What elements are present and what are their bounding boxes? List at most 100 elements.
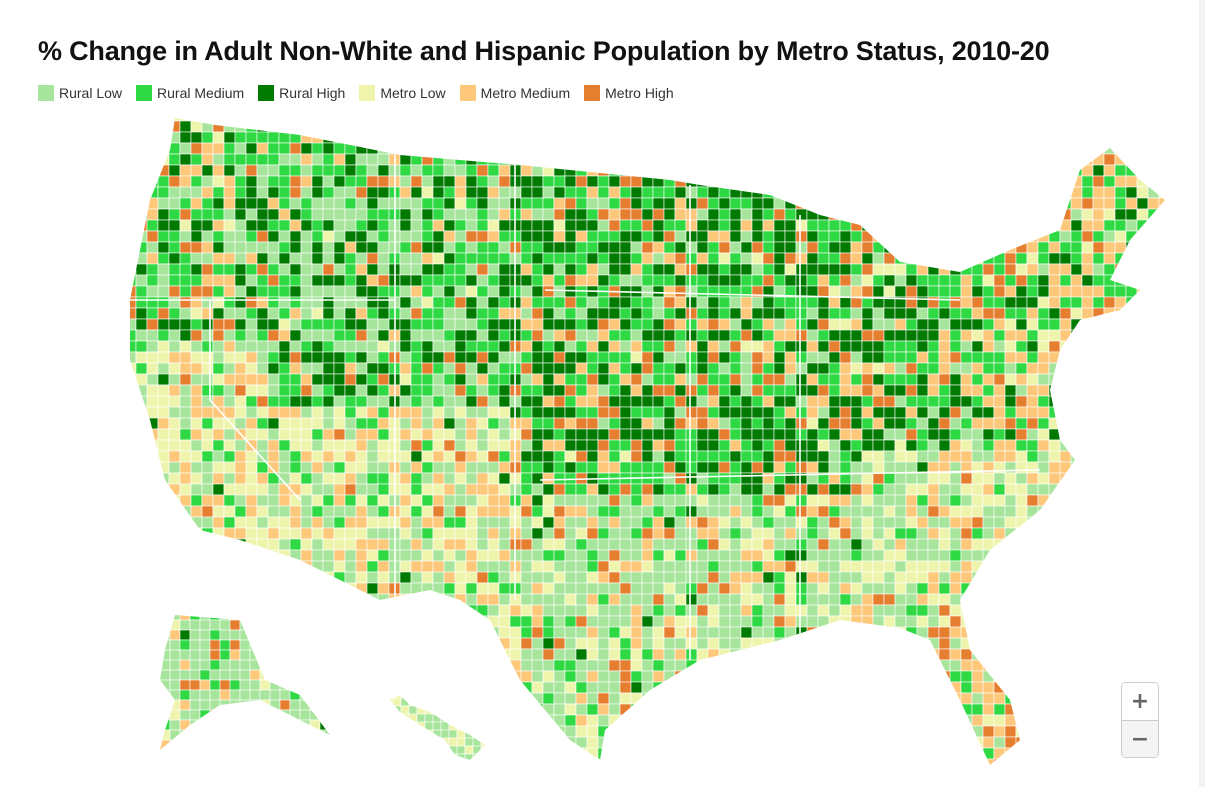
county-cell[interactable] xyxy=(487,593,500,606)
county-cell[interactable] xyxy=(333,142,346,155)
county-cell[interactable] xyxy=(344,538,357,551)
county-cell[interactable] xyxy=(333,373,346,386)
county-cell[interactable] xyxy=(729,582,742,595)
county-cell[interactable] xyxy=(333,670,346,683)
county-cell[interactable] xyxy=(168,494,181,507)
county-cell[interactable] xyxy=(1081,351,1094,364)
county-cell[interactable] xyxy=(696,538,709,551)
county-cell[interactable] xyxy=(674,637,687,650)
county-cell[interactable] xyxy=(531,329,544,342)
county-cell[interactable] xyxy=(245,538,258,551)
county-cell[interactable] xyxy=(751,593,764,606)
county-cell[interactable] xyxy=(300,461,313,474)
county-cell[interactable] xyxy=(762,362,775,375)
county-cell[interactable] xyxy=(553,560,566,573)
county-cell[interactable] xyxy=(729,340,742,353)
county-cell[interactable] xyxy=(135,373,148,386)
county-cell[interactable] xyxy=(476,670,489,683)
county-cell[interactable] xyxy=(421,340,434,353)
county-cell[interactable] xyxy=(784,615,797,628)
county-cell[interactable] xyxy=(597,131,610,144)
county-cell[interactable] xyxy=(256,252,269,265)
county-cell[interactable] xyxy=(740,110,753,122)
county-cell[interactable] xyxy=(894,208,907,221)
county-cell[interactable] xyxy=(399,593,412,606)
county-cell[interactable] xyxy=(311,241,324,254)
county-cell[interactable] xyxy=(1015,351,1028,364)
county-cell[interactable] xyxy=(751,110,764,122)
county-cell[interactable] xyxy=(125,593,137,606)
county-cell[interactable] xyxy=(685,549,698,562)
county-cell[interactable] xyxy=(1026,142,1039,155)
county-cell[interactable] xyxy=(322,110,335,122)
county-cell[interactable] xyxy=(729,516,742,529)
county-cell[interactable] xyxy=(575,241,588,254)
county-cell[interactable] xyxy=(1125,219,1138,232)
county-cell[interactable] xyxy=(575,274,588,287)
county-cell[interactable] xyxy=(641,395,654,408)
county-cell[interactable] xyxy=(1114,219,1127,232)
county-cell[interactable] xyxy=(300,219,313,232)
county-cell[interactable] xyxy=(410,373,423,386)
county-cell[interactable] xyxy=(311,670,324,683)
county-cell[interactable] xyxy=(1015,175,1028,188)
county-cell[interactable] xyxy=(245,417,258,430)
county-cell[interactable] xyxy=(795,164,808,177)
county-cell[interactable] xyxy=(366,461,379,474)
county-cell[interactable] xyxy=(212,263,225,276)
county-cell[interactable] xyxy=(872,428,885,441)
county-cell[interactable] xyxy=(751,164,764,177)
county-cell[interactable] xyxy=(542,120,555,133)
county-cell[interactable] xyxy=(652,175,665,188)
county-cell[interactable] xyxy=(696,142,709,155)
county-cell[interactable] xyxy=(564,186,577,199)
county-cell[interactable] xyxy=(498,670,511,683)
county-cell[interactable] xyxy=(1037,175,1050,188)
county-cell[interactable] xyxy=(234,571,247,584)
county-cell[interactable] xyxy=(443,208,456,221)
county-cell[interactable] xyxy=(212,164,225,177)
county-cell[interactable] xyxy=(498,110,511,122)
county-cell[interactable] xyxy=(795,384,808,397)
county-cell[interactable] xyxy=(938,186,951,199)
county-cell[interactable] xyxy=(927,593,940,606)
county-cell[interactable] xyxy=(542,241,555,254)
county-cell[interactable] xyxy=(1136,263,1149,276)
county-cell[interactable] xyxy=(608,131,621,144)
county-cell[interactable] xyxy=(311,483,324,496)
county-cell[interactable] xyxy=(1114,318,1127,331)
county-cell[interactable] xyxy=(773,175,786,188)
county-cell[interactable] xyxy=(190,318,203,331)
county-cell[interactable] xyxy=(322,439,335,452)
county-cell[interactable] xyxy=(795,318,808,331)
county-cell[interactable] xyxy=(817,417,830,430)
county-cell[interactable] xyxy=(355,208,368,221)
county-cell[interactable] xyxy=(300,329,313,342)
county-cell[interactable] xyxy=(1070,362,1083,375)
county-cell[interactable] xyxy=(608,110,621,122)
county-cell[interactable] xyxy=(1059,516,1072,529)
county-cell[interactable] xyxy=(949,285,962,298)
county-cell[interactable] xyxy=(586,164,599,177)
county-cell[interactable] xyxy=(993,428,1006,441)
county-cell[interactable] xyxy=(971,351,984,364)
county-cell[interactable] xyxy=(927,648,940,661)
county-cell[interactable] xyxy=(190,142,203,155)
county-cell[interactable] xyxy=(1136,131,1149,144)
county-cell[interactable] xyxy=(1070,329,1083,342)
county-cell[interactable] xyxy=(916,450,929,463)
county-cell[interactable] xyxy=(1125,505,1138,518)
county-cell[interactable] xyxy=(432,648,445,661)
county-cell[interactable] xyxy=(201,582,214,595)
county-cell[interactable] xyxy=(938,362,951,375)
county-cell[interactable] xyxy=(1004,263,1017,276)
county-cell[interactable] xyxy=(663,494,676,507)
county-cell[interactable] xyxy=(1125,362,1138,375)
county-cell[interactable] xyxy=(1081,428,1094,441)
county-cell[interactable] xyxy=(916,670,929,683)
county-cell[interactable] xyxy=(938,131,951,144)
county-cell[interactable] xyxy=(1147,373,1160,386)
county-cell[interactable] xyxy=(828,219,841,232)
county-cell[interactable] xyxy=(762,538,775,551)
county-cell[interactable] xyxy=(784,296,797,309)
